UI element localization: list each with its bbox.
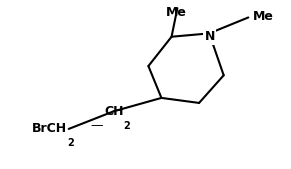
Text: Me: Me [166, 6, 187, 19]
Text: Me: Me [253, 10, 274, 23]
Text: —: — [90, 119, 102, 132]
Text: 2: 2 [123, 120, 130, 130]
Text: CH: CH [104, 105, 123, 118]
Text: N: N [205, 30, 215, 43]
Text: BrCH: BrCH [32, 122, 67, 135]
Text: 2: 2 [67, 138, 74, 148]
